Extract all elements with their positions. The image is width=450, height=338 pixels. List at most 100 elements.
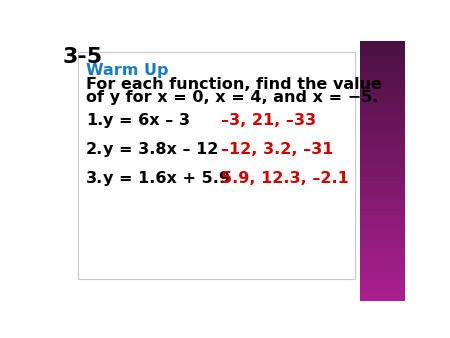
Bar [360,90,405,91]
Bar [360,226,405,228]
Bar [360,267,405,268]
Bar [360,199,405,201]
Bar [360,259,405,261]
Bar [360,132,405,134]
Bar [360,117,405,119]
Bar [360,268,405,270]
Bar [360,137,405,138]
Bar [360,298,405,299]
Bar [360,80,405,82]
Bar [360,165,405,167]
Bar [360,233,405,235]
Bar [360,131,405,133]
Bar [360,229,405,231]
Bar [360,208,405,210]
Bar [360,97,405,99]
Bar [360,47,405,48]
Bar [360,280,405,281]
Bar [360,48,405,50]
Bar [360,175,405,177]
Bar [360,127,405,129]
Bar [360,106,405,108]
Bar [360,173,405,175]
Bar [360,105,405,107]
Bar [360,169,405,171]
Bar [360,211,405,212]
Bar [360,129,405,130]
Bar [360,198,405,199]
Text: y = 3.8x – 12: y = 3.8x – 12 [103,142,218,157]
Bar [360,126,405,128]
Bar [360,54,405,56]
Bar [360,160,405,162]
Bar [360,212,405,214]
Bar [360,220,405,221]
Bar [360,192,405,194]
Text: 3-5: 3-5 [63,47,103,67]
Bar [360,125,405,126]
Bar [360,170,405,172]
Bar [360,144,405,146]
Bar [360,215,405,216]
Bar [360,52,405,54]
Bar [360,135,405,137]
Bar [360,265,405,267]
Bar [360,277,405,279]
Bar [360,134,405,136]
Bar [360,146,405,147]
Bar [360,56,405,57]
Bar [360,58,405,60]
Bar [360,189,405,190]
Bar [360,237,405,238]
Bar [360,254,405,255]
Text: 1.: 1. [86,113,103,128]
Bar [360,224,405,225]
Bar [360,62,405,64]
Bar [360,196,405,198]
Bar [360,250,405,251]
Bar [360,204,405,206]
Bar [360,294,405,296]
Text: Warm Up: Warm Up [86,63,168,78]
Bar [360,182,405,184]
Bar [360,153,405,155]
Bar [360,142,405,143]
Bar [360,291,405,293]
Bar [360,248,405,250]
Bar [360,195,405,197]
Bar [360,206,405,207]
Bar [360,203,405,204]
Bar [360,157,405,159]
Bar [360,161,405,163]
Bar [360,244,405,246]
Bar [360,92,405,94]
Bar [360,84,405,86]
Bar [360,278,405,280]
Bar [360,140,405,142]
Bar [360,274,405,276]
Bar [360,251,405,253]
Bar [360,94,405,95]
Bar [360,286,405,288]
Bar [360,227,405,229]
Text: –12, 3.2, –31: –12, 3.2, –31 [221,142,334,157]
Bar [360,217,405,219]
Bar [360,172,405,173]
Bar [360,91,405,93]
Bar [360,222,405,224]
Bar [360,174,405,176]
Bar [360,186,405,188]
Bar [360,108,405,110]
Bar [360,239,405,241]
Bar [360,238,405,240]
Bar [360,152,405,154]
Bar [360,284,405,285]
Bar [360,68,405,69]
Text: 3.: 3. [86,171,103,187]
Bar [360,252,405,254]
Bar [360,69,405,71]
Bar [360,53,405,55]
Bar [360,218,405,220]
Bar [360,70,405,72]
FancyBboxPatch shape [78,52,356,279]
